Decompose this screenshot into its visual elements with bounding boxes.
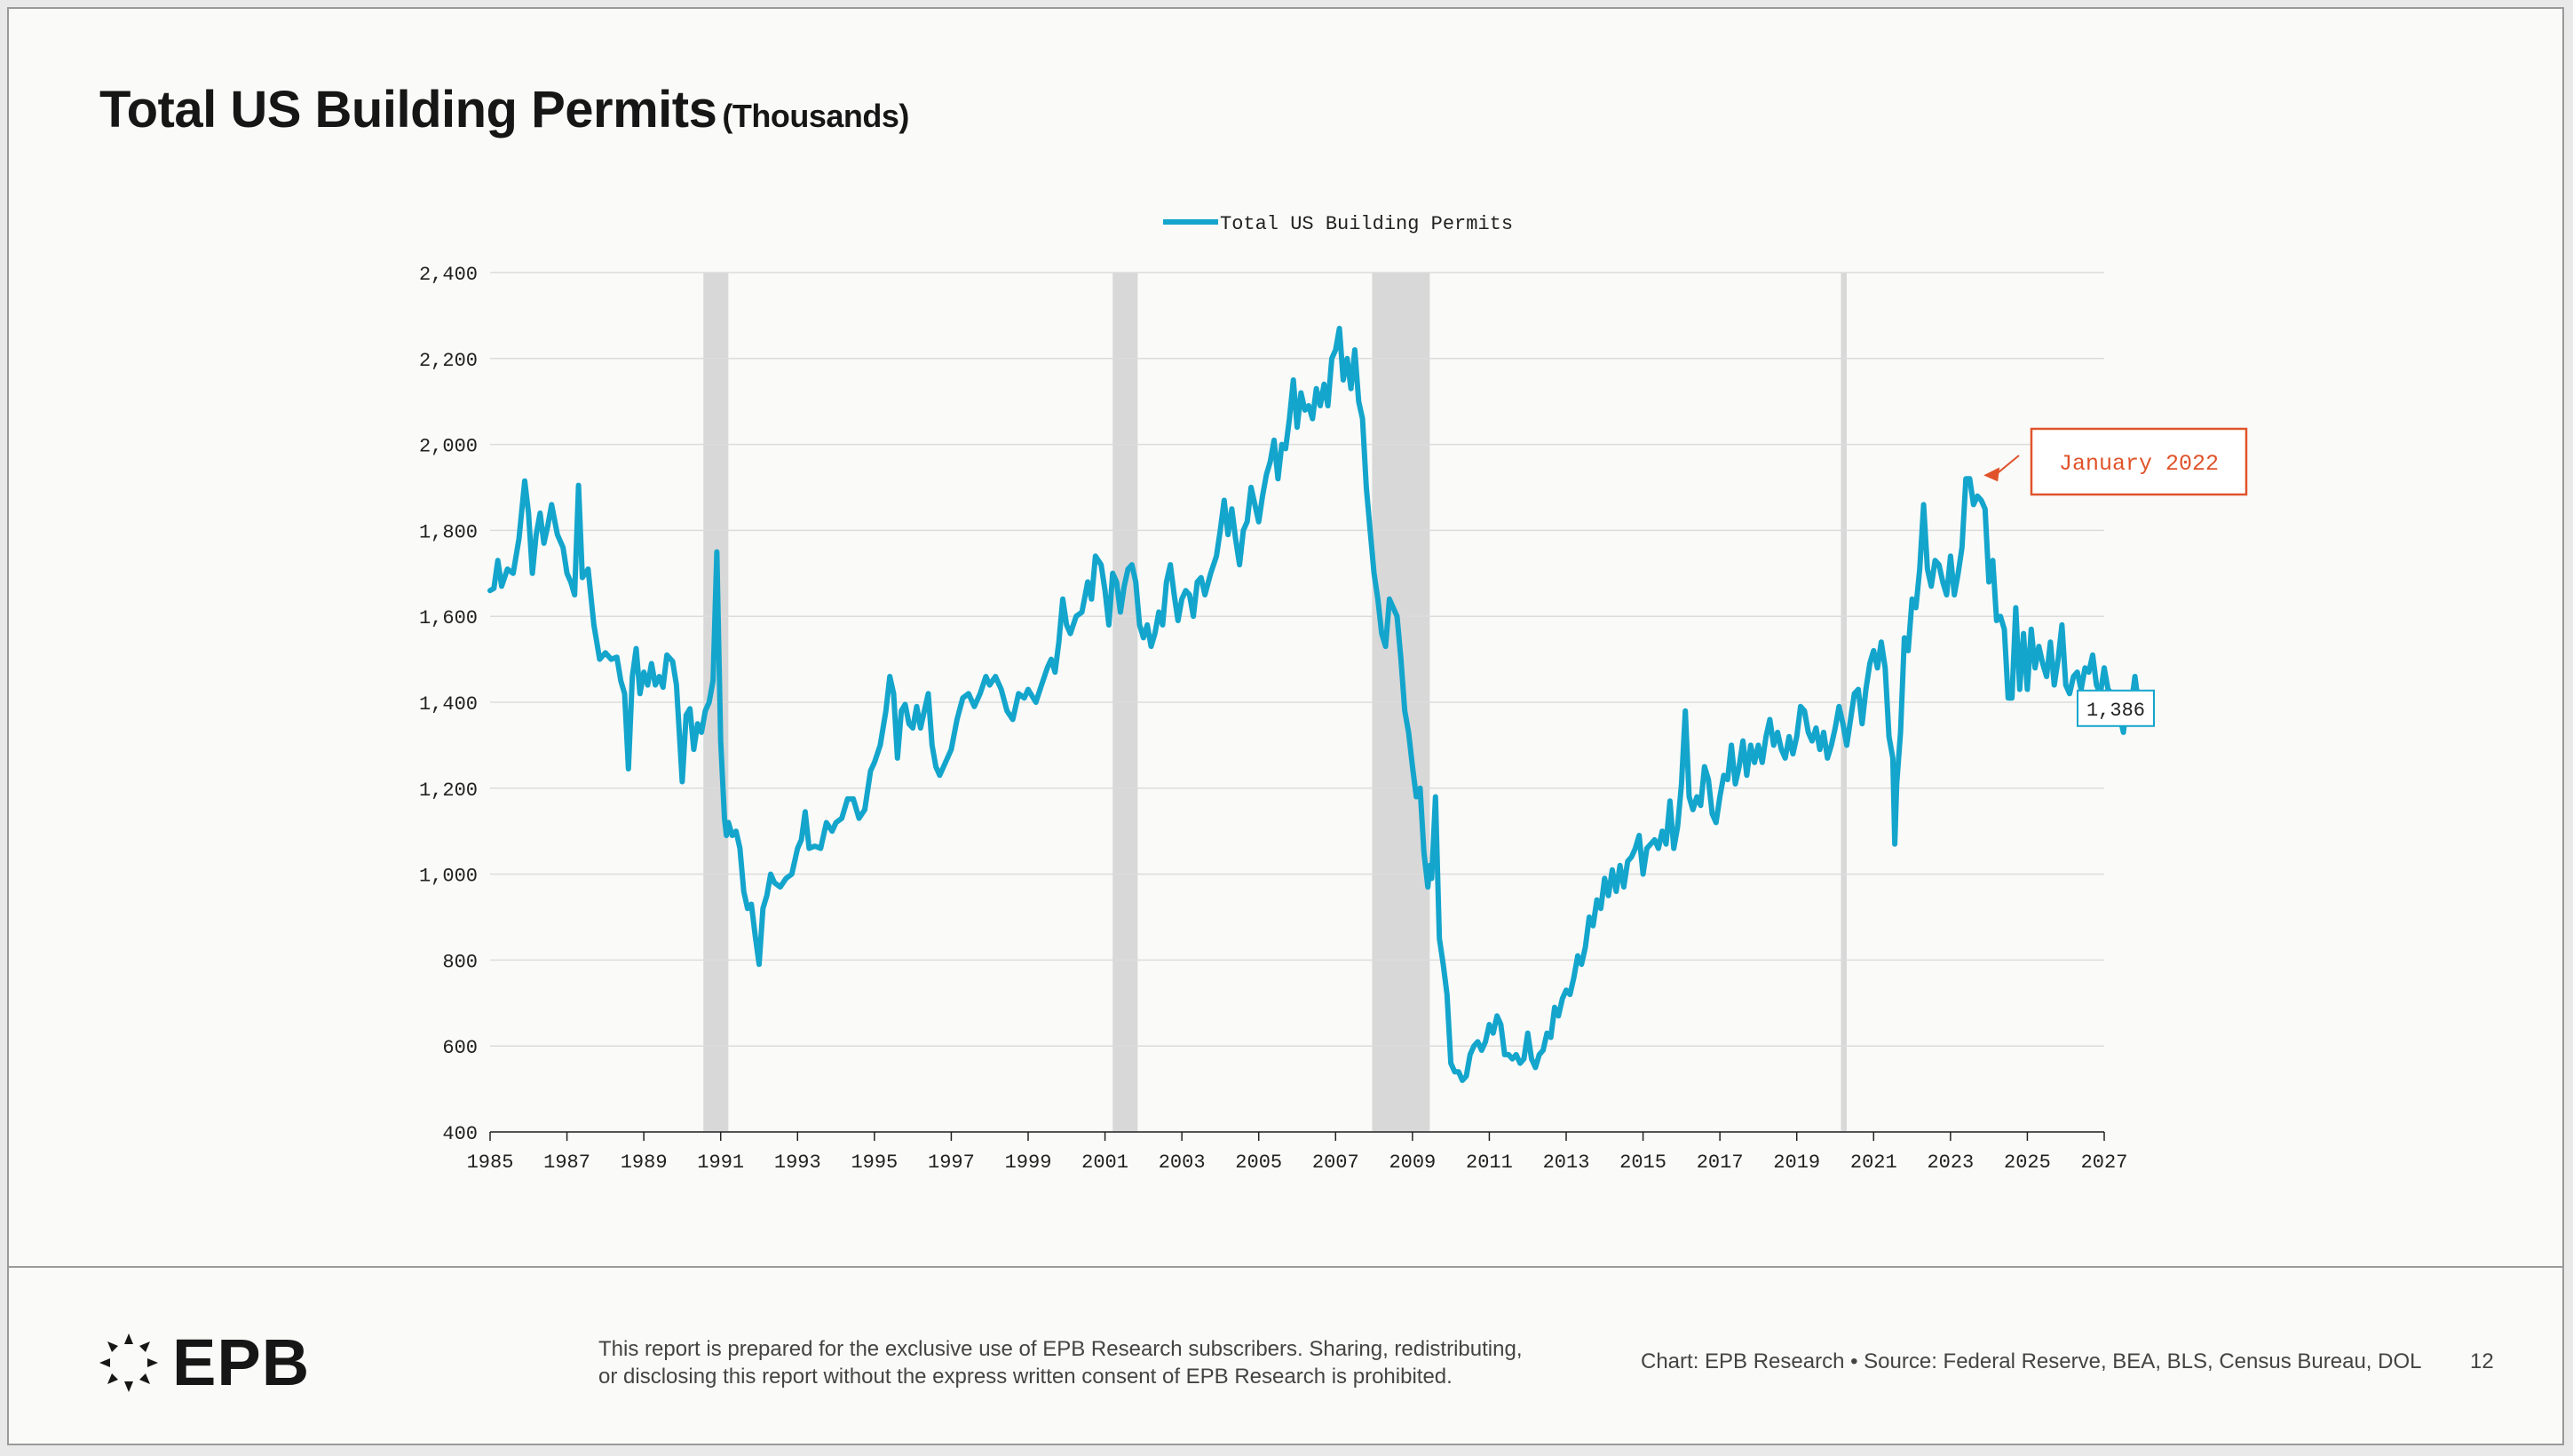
x-tick-label-2011: 2011 <box>1466 1151 1513 1174</box>
logo-text: EPB <box>172 1325 311 1399</box>
x-tick-label-1999: 1999 <box>1005 1151 1052 1174</box>
line-chart: 400 600 800 1,000 1,200 1,400 1,600 1,800 2,000 2… <box>419 213 2248 1174</box>
y-tick-label-2000: 2,000 <box>419 436 478 458</box>
disclaimer-line-2: or disclosing this report without the ex… <box>598 1365 1453 1389</box>
x-tick-label-2001: 2001 <box>1081 1151 1128 1174</box>
y-tick-label-1000: 1,000 <box>419 866 478 888</box>
epb-logo: EPB <box>98 1325 310 1400</box>
last-value-label: 1,386 <box>2086 700 2145 722</box>
last-value-box <box>2077 689 2155 727</box>
x-tick-label-1987: 1987 <box>543 1151 590 1174</box>
x-tick-label-2017: 2017 <box>1697 1151 1744 1174</box>
x-tick-label-2019: 2019 <box>1773 1151 1820 1174</box>
source-note: Chart: EPB Research • Source: Federal Re… <box>1641 1349 2422 1373</box>
x-tick-label-2003: 2003 <box>1159 1151 1206 1174</box>
y-tick-label-1200: 1,200 <box>419 779 478 802</box>
x-tick-label-1991: 1991 <box>697 1151 744 1174</box>
x-tick-label-2025: 2025 <box>2004 1151 2051 1174</box>
x-tick-label-2027: 2027 <box>2081 1151 2128 1174</box>
disclaimer: This report is prepared for the exclusiv… <box>598 1335 1575 1390</box>
y-tick-label-800: 800 <box>442 951 478 973</box>
y-tick-label-2200: 2,200 <box>419 350 478 372</box>
x-tick-label-2013: 2013 <box>1543 1151 1590 1174</box>
x-tick-label-2021: 2021 <box>1850 1151 1897 1174</box>
x-tick-label-2005: 2005 <box>1235 1151 1282 1174</box>
y-tick-label-1600: 1,600 <box>419 607 478 629</box>
y-tick-label-1800: 1,800 <box>419 521 478 543</box>
y-tick-label-600: 600 <box>442 1037 478 1059</box>
annotation-arrow-head <box>1983 467 2000 482</box>
x-tick-label-1985: 1985 <box>467 1151 514 1174</box>
x-tick-label-1997: 1997 <box>928 1151 975 1174</box>
x-tick-label-1989: 1989 <box>621 1151 668 1174</box>
footer-divider <box>9 1266 2562 1268</box>
title-unit: (Thousands) <box>722 98 909 134</box>
page-title: Total US Building Permits (Thousands) <box>99 80 909 139</box>
x-tick-label-2015: 2015 <box>1619 1151 1667 1174</box>
title-text: Total US Building Permits <box>99 81 717 138</box>
x-tick-label-2009: 2009 <box>1389 1151 1436 1174</box>
slide: Total US Building Permits (Thousands) 400… <box>7 7 2564 1445</box>
epb-star-icon <box>99 1333 158 1392</box>
y-tick-label-400: 400 <box>442 1123 478 1145</box>
annotation-arrow-line <box>1995 455 2020 476</box>
y-tick-label-1400: 1,400 <box>419 693 478 716</box>
disclaimer-line-1: This report is prepared for the exclusiv… <box>598 1337 1523 1361</box>
x-tick-label-2023: 2023 <box>1927 1151 1974 1174</box>
annotation-label: January 2022 <box>2059 451 2219 477</box>
x-tick-label-1993: 1993 <box>774 1151 821 1174</box>
annotation-box <box>2030 427 2248 496</box>
legend-label: Total US Building Permits <box>1220 213 1513 235</box>
x-tick-label-2007: 2007 <box>1312 1151 1359 1174</box>
page-number: 12 <box>2470 1349 2494 1373</box>
y-tick-label-2400: 2,400 <box>419 264 478 286</box>
x-tick-label-1995: 1995 <box>851 1151 898 1174</box>
series-line-total-us-building-permits <box>487 325 2146 1083</box>
